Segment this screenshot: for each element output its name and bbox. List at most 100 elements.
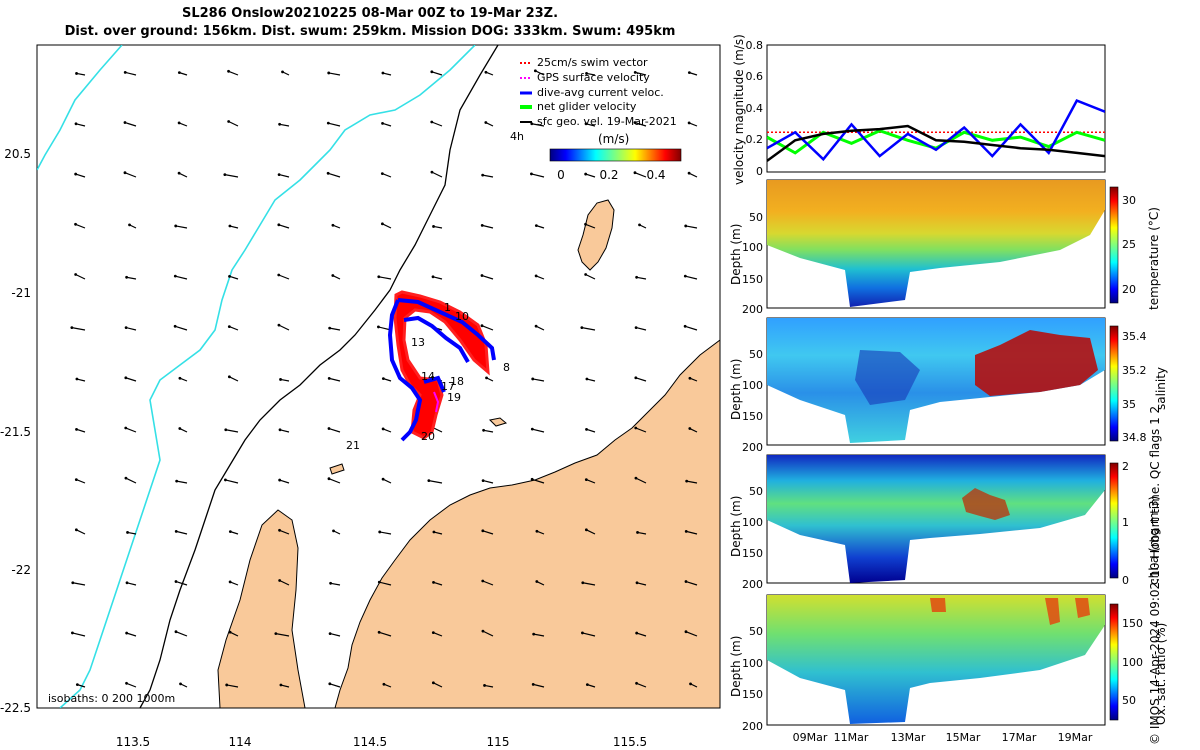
vector-arrowhead	[279, 683, 283, 687]
vector-arrowhead	[381, 377, 385, 381]
vector-arrow	[178, 122, 188, 127]
vector-arrowhead	[380, 172, 384, 176]
vector-arrow	[124, 172, 137, 178]
vector-arrowhead	[432, 225, 435, 228]
temperature-field	[767, 180, 1105, 307]
depth-tick: 50	[749, 211, 763, 224]
vector-arrow	[481, 274, 494, 280]
chla-high-patch	[962, 488, 1010, 520]
time-tick: 19Mar	[1058, 731, 1093, 744]
vector-arrow	[76, 72, 86, 76]
vector-arrowhead	[633, 171, 637, 175]
vector-arrowhead	[279, 378, 282, 381]
time-axis: 09Mar 11Mar 13Mar 15Mar 17Mar 19Mar	[793, 731, 1093, 744]
vector-arrow	[279, 429, 290, 433]
depth-axis-label: Depth (m)	[729, 496, 743, 557]
vector-arrow	[175, 225, 188, 229]
vector-arrowhead	[274, 632, 278, 636]
vector-arrow	[533, 683, 545, 688]
vector-arrowhead	[485, 376, 488, 380]
vector-arrowhead	[481, 529, 485, 533]
vector-arrowhead	[530, 477, 534, 481]
velocity-y-tick: 0.8	[746, 39, 764, 52]
vector-arrowhead	[74, 528, 78, 532]
vector-arrowhead	[124, 326, 128, 329]
vector-arrowhead	[75, 427, 78, 431]
vector-arrow	[533, 633, 545, 637]
vector-arrow	[175, 580, 188, 586]
oxygen-cbar-tick: 50	[1122, 694, 1136, 707]
vector-arrow	[71, 327, 86, 331]
vector-arrowhead	[278, 579, 282, 582]
vector-arrowhead	[584, 273, 588, 276]
vector-arrow	[431, 121, 443, 127]
legend-extra: 4h	[510, 130, 524, 143]
vector-arrow	[228, 70, 239, 76]
temperature-cbar-tick: 30	[1122, 194, 1136, 207]
vector-arrow	[228, 120, 239, 127]
vector-arrow	[229, 631, 239, 637]
vector-arrow	[327, 172, 341, 178]
vector-arrow	[582, 632, 596, 637]
vector-arrow	[125, 377, 137, 382]
vector-arrowhead	[173, 274, 177, 278]
vector-arrowhead	[381, 71, 385, 75]
salinity-cbar-tick: 35	[1122, 398, 1136, 411]
series-net-glider	[767, 124, 1105, 162]
temperature-cbar-tick: 20	[1122, 283, 1136, 296]
oxygen-colorbar	[1109, 603, 1119, 721]
chla-cbar-tick: 2	[1122, 460, 1129, 473]
vector-arrow	[175, 275, 188, 280]
vector-arrow	[635, 427, 647, 433]
land-peninsula	[217, 509, 306, 708]
vector-arrow	[76, 479, 86, 484]
vector-arrow	[636, 682, 647, 688]
vector-arrowhead	[584, 478, 588, 482]
vector-arrowhead	[326, 171, 330, 175]
vector-arrow	[125, 327, 137, 331]
salinity-cbar-tick: 35.4	[1122, 330, 1147, 343]
temperature-cbar-tick: 25	[1122, 238, 1136, 251]
vector-arrowhead	[685, 479, 689, 483]
vector-arrowhead	[331, 274, 335, 277]
vector-arrow	[328, 478, 341, 484]
vector-arrowhead	[427, 479, 431, 483]
vector-arrowhead	[228, 630, 232, 634]
vector-arrowhead	[173, 324, 177, 328]
depth-tick: 150	[742, 410, 763, 423]
vector-arrowhead	[124, 426, 128, 430]
vector-arrowhead	[378, 530, 382, 534]
vector-arrow	[482, 224, 494, 229]
vector-arrowhead	[223, 173, 227, 177]
vector-arrow	[278, 274, 290, 280]
depth-axis-label: Depth (m)	[729, 224, 743, 285]
vector-arrow	[328, 72, 341, 76]
vector-arrowhead	[125, 631, 129, 635]
vector-arrowhead	[74, 273, 78, 276]
vector-arrowhead	[277, 323, 281, 327]
vector-arrowhead	[532, 632, 536, 636]
vector-arrowhead	[332, 529, 335, 533]
vector-arrowhead	[535, 580, 539, 583]
depth-tick: 100	[742, 657, 763, 670]
vector-arrowhead	[227, 69, 230, 73]
vector-arrow	[586, 72, 596, 76]
day-label: 20	[421, 430, 435, 443]
vector-arrowhead	[431, 631, 435, 635]
vector-arrow	[531, 173, 545, 178]
vector-arrow	[433, 632, 443, 637]
vector-arrowhead	[531, 682, 535, 686]
legend-item: dive-avg current veloc.	[537, 86, 664, 99]
vector-arrowhead	[432, 530, 436, 534]
vector-arrow	[75, 273, 86, 280]
vector-arrow	[432, 276, 443, 280]
salinity-low-core	[855, 350, 920, 405]
vector-arrowhead	[381, 427, 385, 431]
vector-arrow	[686, 530, 698, 535]
vector-arrowhead	[430, 120, 434, 124]
vector-arrow	[329, 377, 341, 382]
vector-arrow	[685, 631, 698, 637]
vector-arrow	[582, 582, 596, 586]
chla-colorbar	[1109, 462, 1119, 579]
salinity-cbar-tick: 34.8	[1122, 431, 1147, 444]
